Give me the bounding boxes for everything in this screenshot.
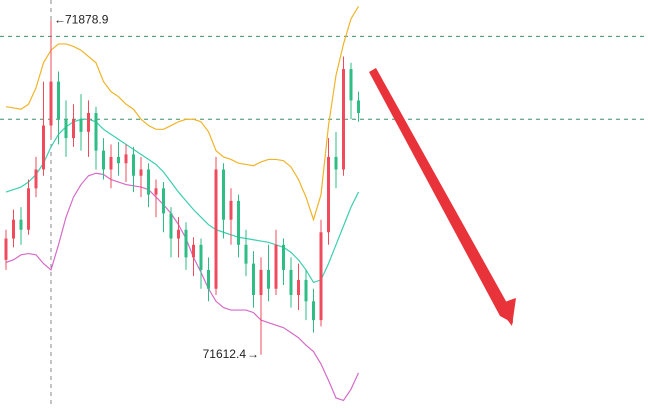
candle-body (102, 150, 105, 170)
candle-body (169, 213, 173, 239)
candle-body (312, 301, 315, 321)
candle-body (199, 244, 203, 270)
candle-body (139, 169, 143, 176)
candle-body (297, 279, 300, 296)
high-label: 71878.9 (65, 12, 109, 26)
candle-body (4, 238, 8, 260)
candle-body (327, 156, 330, 233)
candle-body (19, 219, 23, 230)
candle-body (229, 200, 233, 220)
candle-body (252, 263, 255, 296)
candle-body (289, 269, 293, 296)
candle-body (72, 119, 75, 139)
band-line (5, 5, 360, 222)
high-arrow: ← (54, 12, 66, 26)
candle-body (154, 188, 158, 195)
candle-body (87, 112, 90, 132)
candle-body (34, 169, 38, 189)
candle-body (267, 269, 270, 289)
candle-body (244, 244, 248, 264)
candle-body (319, 232, 323, 321)
candle-body (357, 100, 360, 113)
candle-body (124, 154, 128, 164)
candle-body (12, 219, 15, 239)
candle-body (184, 229, 188, 258)
candle-body (117, 156, 120, 164)
band-line (5, 172, 360, 402)
low-arrow: → (247, 347, 259, 361)
candle-body (42, 125, 45, 170)
candle-body (214, 169, 218, 289)
candle-body (192, 244, 195, 258)
candle-body (282, 244, 285, 270)
candle-body (109, 156, 113, 170)
candle-body (132, 154, 135, 176)
trend-arrow-head (496, 298, 516, 326)
candle-body (64, 119, 68, 139)
candle-body (207, 269, 210, 289)
candle-body (49, 81, 53, 126)
candle-body (27, 188, 30, 230)
candle-body (349, 69, 353, 101)
candle-body (79, 119, 83, 132)
candle-body (57, 81, 60, 120)
candle-body (259, 269, 263, 296)
candle-body (334, 156, 338, 170)
candle-body (237, 200, 240, 245)
candle-body (94, 112, 98, 151)
candle-body (304, 279, 308, 302)
candle-body (342, 69, 345, 170)
candle-body (222, 169, 225, 220)
candle-body (162, 188, 165, 214)
low-label: 71612.4 (203, 347, 247, 361)
trend-arrow (369, 68, 513, 323)
candle-body (274, 244, 278, 289)
candle-body (177, 229, 180, 239)
candle-body (147, 169, 150, 195)
